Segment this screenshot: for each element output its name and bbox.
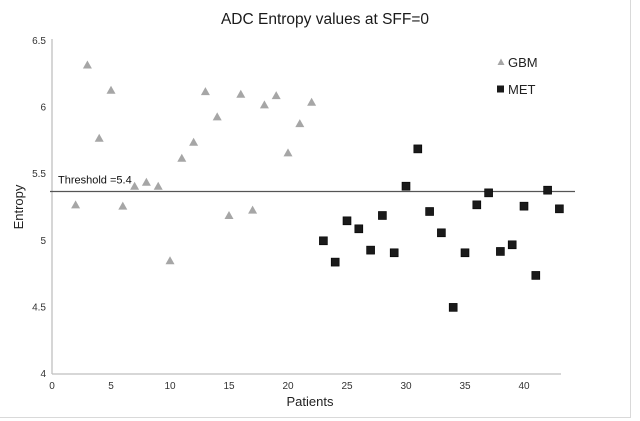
y-tick-label: 5.5 (32, 169, 46, 180)
met-point (437, 228, 446, 238)
axes (51, 39, 561, 375)
met-point (330, 257, 340, 267)
legend-label: GBM (508, 55, 538, 70)
met-point (472, 200, 482, 210)
met-point (413, 144, 423, 154)
met-point (496, 247, 505, 256)
gbm-point (82, 60, 92, 69)
gbm-point (94, 133, 104, 142)
met-point (378, 211, 387, 220)
met-point (366, 245, 375, 255)
gbm-point (307, 97, 317, 106)
y-tick-label: 4.5 (32, 302, 46, 313)
met-point (389, 248, 399, 258)
gbm-point (177, 153, 187, 162)
gbm-point (153, 181, 163, 190)
gbm-point (295, 119, 305, 128)
met-point (543, 185, 552, 195)
chart-title: ADC Entropy values at SFF=0 (221, 11, 429, 28)
x-tick-label: 35 (459, 381, 471, 392)
gbm-point (200, 87, 210, 96)
met-point (507, 240, 517, 250)
x-tick-label: 30 (400, 381, 412, 392)
gbm-point (141, 177, 151, 186)
met-point (342, 216, 352, 226)
x-tick-label: 10 (164, 381, 176, 392)
met-point (448, 303, 458, 312)
legend-met-marker (497, 85, 504, 93)
threshold-label: Threshold =5.4 (58, 175, 132, 187)
gbm-point (248, 205, 258, 214)
x-tick-label: 5 (108, 381, 114, 392)
met-point (460, 248, 470, 258)
y-tick-labels: 4 4.5 5 5.5 6 6.5 (32, 36, 46, 380)
met-point (401, 181, 411, 191)
x-tick-label: 15 (223, 381, 235, 392)
y-tick-label: 5 (40, 236, 46, 247)
met-point (425, 207, 434, 216)
gbm-point (283, 148, 293, 157)
legend-gbm-marker (497, 58, 505, 65)
met-point (531, 271, 541, 280)
gbm-point (224, 210, 234, 219)
y-tick-label: 6 (40, 103, 46, 114)
y-tick-label: 6.5 (32, 36, 46, 47)
gbm-point (259, 100, 269, 109)
gbm-point (212, 112, 222, 121)
gbm-point (106, 85, 116, 94)
x-axis-label: Patients (287, 394, 334, 409)
met-point (354, 224, 364, 234)
threshold-line-group: Threshold =5.4 (50, 175, 575, 193)
met-point (555, 204, 564, 214)
gbm-point (165, 256, 175, 265)
y-axis-label: Entropy (11, 184, 26, 229)
legend-label: MET (508, 82, 536, 97)
data-points (71, 60, 564, 312)
gbm-point (236, 89, 246, 98)
x-tick-labels: 0 5 10 15 20 25 30 35 40 (49, 381, 530, 392)
x-tick-label: 20 (282, 381, 294, 392)
x-tick-label: 40 (518, 381, 530, 392)
x-tick-label: 0 (49, 381, 55, 392)
gbm-point (130, 181, 140, 190)
gbm-point (118, 201, 128, 210)
met-point (484, 188, 493, 198)
legend: GBM MET (497, 55, 538, 97)
met-point (319, 236, 328, 246)
met-point (519, 201, 529, 211)
gbm-point (271, 91, 281, 100)
y-tick-label: 4 (40, 369, 46, 380)
gbm-point (189, 137, 199, 146)
chart-frame (0, 0, 631, 418)
x-tick-label: 25 (341, 381, 353, 392)
gbm-point (71, 200, 81, 209)
